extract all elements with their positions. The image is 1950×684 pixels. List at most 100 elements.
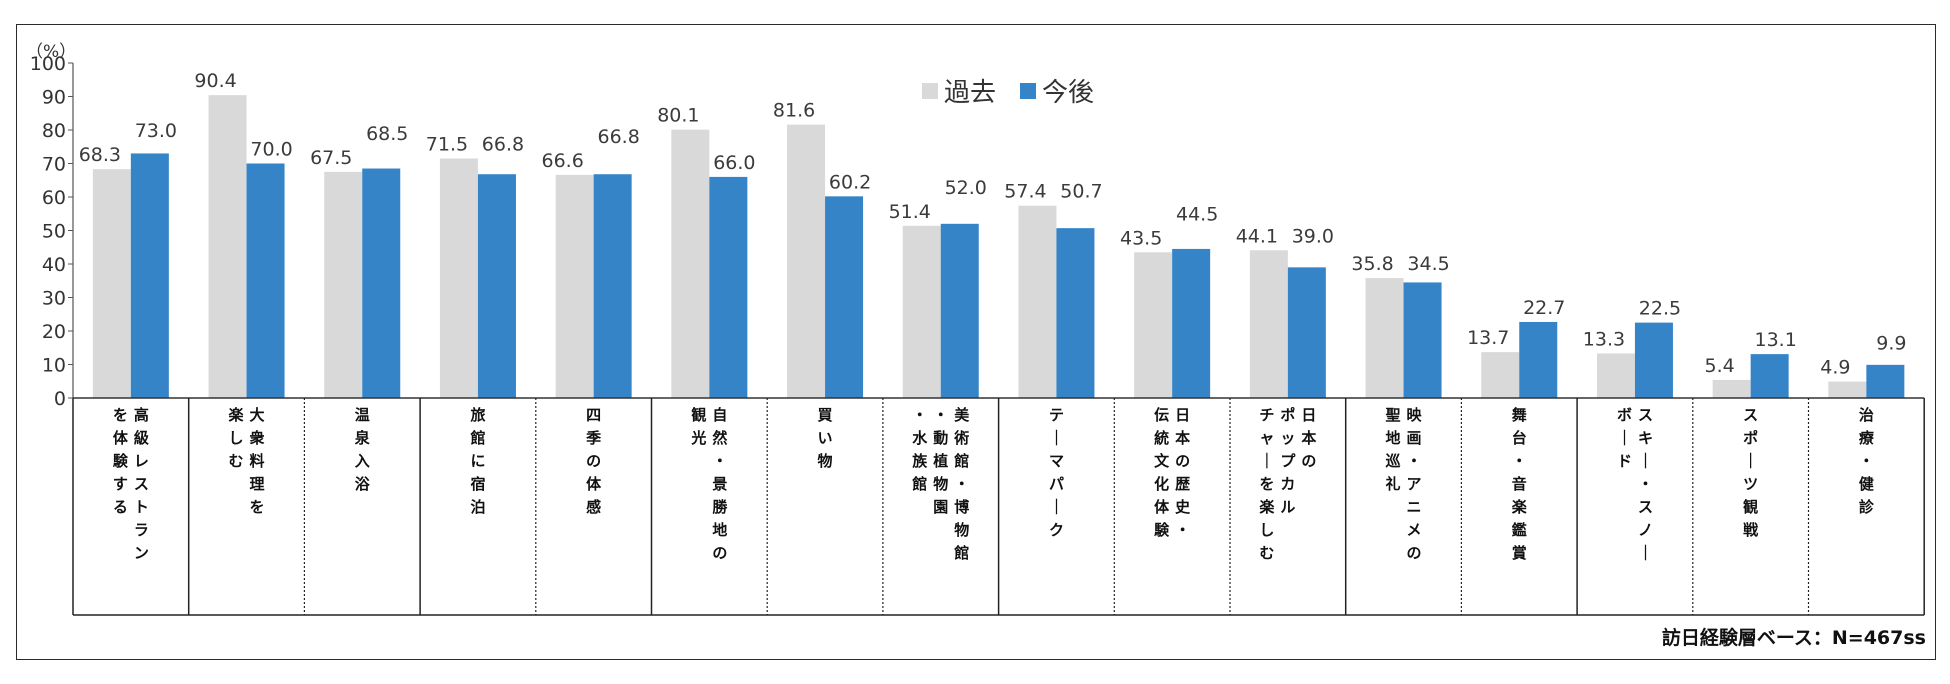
bar-past: [555, 174, 594, 398]
category-label: ・水族館: [911, 406, 928, 493]
data-label-past: 57.4: [1004, 181, 1046, 203]
legend: 過去 今後: [922, 78, 1094, 108]
bar-future: [940, 223, 979, 398]
category-label: 買い物: [818, 406, 833, 470]
y-tick-label: 50: [42, 221, 66, 243]
category-label: 映画・アニメの: [1407, 406, 1423, 562]
bar-future: [709, 176, 748, 398]
data-label-future: 9.9: [1876, 333, 1906, 355]
bar-past: [1134, 252, 1173, 398]
legend-swatch-past: [922, 83, 938, 99]
category-label: 治療・健診: [1859, 406, 1875, 516]
data-label-past: 71.5: [426, 133, 468, 155]
y-tick-label: 100: [30, 53, 66, 75]
data-label-past: 81.6: [773, 100, 815, 122]
data-label-future: 22.7: [1523, 297, 1565, 319]
bar-past: [1596, 353, 1635, 398]
bar-past: [671, 129, 710, 399]
bar-past: [439, 158, 478, 398]
bar-future: [1403, 282, 1442, 398]
bar-past: [1365, 278, 1404, 398]
y-tick-label: 10: [42, 355, 66, 377]
data-label-past: 5.4: [1705, 355, 1735, 377]
data-label-future: 34.5: [1407, 253, 1449, 275]
category-label: ボ｜ド: [1617, 406, 1632, 470]
y-tick-label: 60: [42, 187, 66, 209]
data-label-past: 35.8: [1351, 253, 1393, 275]
category-label: 高級レストラン: [134, 406, 149, 562]
data-label-past: 13.3: [1583, 328, 1625, 350]
data-label-future: 73.0: [135, 120, 177, 142]
data-label-future: 39.0: [1292, 225, 1334, 247]
bar-future: [246, 163, 285, 398]
bar-future: [1056, 228, 1095, 398]
bar-past: [1249, 250, 1288, 398]
bars: [92, 95, 1905, 399]
bar-future: [1519, 321, 1558, 398]
sample-base-note: 訪日経験層ベース：N=467ss: [1662, 626, 1926, 649]
bar-future: [477, 174, 516, 398]
legend-label-future: 今後: [1042, 78, 1094, 108]
bar-future: [825, 196, 864, 398]
data-label-past: 80.1: [657, 105, 699, 127]
bar-past: [92, 169, 131, 398]
category-label: 舞台・音楽鑑賞: [1512, 406, 1528, 562]
y-tick-label: 20: [42, 321, 66, 343]
category-label: 四季の体感: [586, 406, 602, 516]
data-label-future: 60.2: [829, 171, 871, 193]
data-labels: 68.3 73.0 90.4 70.0 67.5 68.5 71.5 66.8 66.6 66.8…: [79, 70, 1907, 378]
data-label-past: 90.4: [194, 70, 236, 92]
chart-frame: [16, 24, 1936, 660]
category-label: チャ｜を楽しむ: [1259, 406, 1275, 562]
legend-label-past: 過去: [944, 78, 996, 108]
y-tick-label: 0: [54, 388, 66, 410]
category-label: 大衆料理を: [250, 406, 265, 516]
y-tick-label: 70: [42, 154, 66, 176]
y-axis: 0 10 20 30 40 50 60 70 80 90 100: [30, 53, 74, 410]
category-label: 観光: [690, 406, 706, 447]
bar-past: [1481, 352, 1520, 398]
bar-past: [1018, 205, 1057, 398]
data-label-future: 13.1: [1754, 329, 1796, 351]
y-axis-unit-label: （%）: [26, 42, 76, 62]
category-label: 自然・景勝地の: [712, 406, 728, 562]
bar-future: [1287, 267, 1326, 398]
category-label: 伝統文化体験: [1154, 406, 1170, 539]
data-label-past: 66.6: [541, 150, 583, 172]
bar-past: [1712, 379, 1751, 398]
bar-future: [362, 168, 401, 398]
category-label: を体験する: [113, 406, 129, 516]
category-label: 日本の: [1301, 406, 1316, 470]
y-tick-label: 80: [42, 120, 66, 142]
data-label-future: 66.0: [713, 152, 755, 174]
data-label-future: 50.7: [1060, 181, 1102, 203]
data-label-past: 67.5: [310, 147, 352, 169]
data-label-past: 44.1: [1236, 225, 1278, 247]
bar-future: [1750, 354, 1789, 398]
data-label-future: 22.5: [1639, 298, 1681, 320]
bar-past: [787, 124, 826, 398]
category-label: 温泉入浴: [354, 406, 371, 493]
category-label: スポ｜ツ観戦: [1743, 406, 1759, 539]
bar-future: [130, 153, 169, 398]
data-label-past: 51.4: [889, 201, 931, 223]
data-label-future: 68.5: [366, 123, 408, 145]
data-label-past: 13.7: [1467, 327, 1509, 349]
y-tick-label: 30: [42, 288, 66, 310]
category-label: 日本の歴史・: [1175, 406, 1191, 539]
data-label-past: 4.9: [1820, 357, 1850, 379]
bar-past: [208, 95, 247, 398]
y-tick-label: 90: [42, 87, 66, 109]
data-label-future: 66.8: [597, 126, 639, 148]
bar-future: [1172, 248, 1211, 398]
bar-past: [1828, 381, 1867, 398]
category-label: 美術館・博物館: [953, 406, 970, 562]
data-label-past: 68.3: [79, 144, 121, 166]
bar-past: [902, 225, 941, 398]
data-label-future: 70.0: [250, 139, 292, 161]
category-label: 聖地巡礼: [1386, 406, 1401, 493]
data-label-past: 43.5: [1120, 227, 1162, 249]
bar-past: [324, 171, 363, 398]
